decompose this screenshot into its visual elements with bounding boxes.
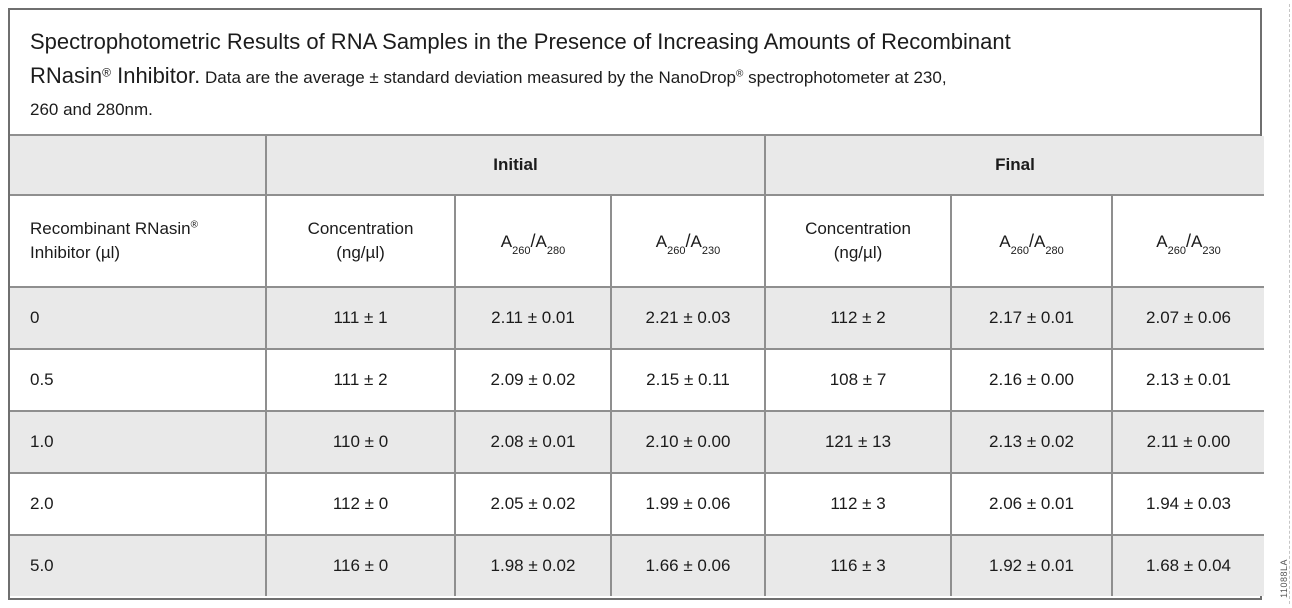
cell-initial-a260-a230: 1.99 ± 0.06 [610,472,766,536]
caption-subtitle-line3: 260 and 280nm. [30,94,1230,126]
table-row: 1.0 110 ± 0 2.08 ± 0.01 2.10 ± 0.00 121 … [9,410,1266,474]
table-row: 5.0 116 ± 0 1.98 ± 0.02 1.66 ± 0.06 116 … [9,534,1266,597]
cell-inhibitor: 0 [9,286,267,350]
cell-initial-a260-a230: 2.21 ± 0.03 [610,286,766,350]
cell-final-a260-a230: 1.68 ± 0.04 [1110,534,1266,597]
inhibitor-header-line1: Recombinant RNasin [30,219,191,238]
figure-frame: Spectrophotometric Results of RNA Sample… [8,8,1266,600]
cell-initial-a260-a230: 2.10 ± 0.00 [610,410,766,474]
results-table: Initial Final Recombinant RNasin® Inhibi… [9,135,1266,597]
column-header-a260-a280-final: A260/A280 [950,194,1113,288]
cell-initial-a260-a280: 1.98 ± 0.02 [454,534,612,597]
cell-inhibitor: 1.0 [9,410,267,474]
cell-final-concentration: 121 ± 13 [764,410,952,474]
inhibitor-header-line2: Inhibitor (µl) [30,243,121,262]
column-header-a260-a230-initial: A260/A230 [610,194,766,288]
cell-final-concentration: 112 ± 2 [764,286,952,350]
caption: Spectrophotometric Results of RNA Sample… [10,10,1260,134]
cell-final-a260-a280: 1.92 ± 0.01 [950,534,1113,597]
caption-subtitle-text: Data are the average ± standard deviatio… [200,68,736,87]
caption-subtitle-text3: 260 and 280nm. [30,100,153,119]
cell-final-a260-a280: 2.06 ± 0.01 [950,472,1113,536]
cell-final-a260-a230: 2.07 ± 0.06 [1110,286,1266,350]
registered-mark: ® [102,65,111,80]
column-header-row: Recombinant RNasin® Inhibitor (µl) Conce… [9,194,1266,288]
cell-inhibitor: 5.0 [9,534,267,597]
table-row: 2.0 112 ± 0 2.05 ± 0.02 1.99 ± 0.06 112 … [9,472,1266,536]
cell-final-a260-a230: 2.13 ± 0.01 [1110,348,1266,412]
column-header-concentration-initial: Concentration (ng/µl) [265,194,456,288]
caption-title-inhibitor: Inhibitor. [110,63,201,88]
caption-title-line2: RNasin® Inhibitor. Data are the average … [30,60,1230,94]
cell-final-concentration: 108 ± 7 [764,348,952,412]
cell-final-a260-a280: 2.17 ± 0.01 [950,286,1113,350]
group-header-final: Final [763,135,1266,196]
table-row: 0 111 ± 1 2.11 ± 0.01 2.21 ± 0.03 112 ± … [9,286,1266,350]
cell-initial-a260-a280: 2.08 ± 0.01 [454,410,612,474]
cell-inhibitor: 2.0 [9,472,267,536]
cell-initial-a260-a280: 2.09 ± 0.02 [454,348,612,412]
caption-title-text: Spectrophotometric Results of RNA Sample… [30,29,1011,54]
column-header-inhibitor: Recombinant RNasin® Inhibitor (µl) [9,194,267,288]
caption-subtitle-text2: spectrophotometer at 230, [743,68,947,87]
table-row: 0.5 111 ± 2 2.09 ± 0.02 2.15 ± 0.11 108 … [9,348,1266,412]
page-edge-dashed-line [1289,4,1290,604]
cell-initial-a260-a280: 2.05 ± 0.02 [454,472,612,536]
cell-final-a260-a230: 1.94 ± 0.03 [1110,472,1266,536]
cell-initial-a260-a280: 2.11 ± 0.01 [454,286,612,350]
registered-mark: ® [735,68,744,80]
group-header-empty-cell [9,135,267,196]
figure-number-label: 11088LA [1279,559,1289,598]
cell-initial-concentration: 110 ± 0 [265,410,456,474]
column-header-concentration-final: Concentration (ng/µl) [764,194,952,288]
cell-initial-concentration: 111 ± 2 [265,348,456,412]
column-header-a260-a230-final: A260/A230 [1110,194,1266,288]
column-header-a260-a280-initial: A260/A280 [454,194,612,288]
caption-title-line1: Spectrophotometric Results of RNA Sample… [30,26,1230,60]
cell-initial-a260-a230: 2.15 ± 0.11 [610,348,766,412]
results-table-wrapper: Initial Final Recombinant RNasin® Inhibi… [9,134,1266,597]
group-header-row: Initial Final [9,135,1266,196]
cell-inhibitor: 0.5 [9,348,267,412]
cell-final-a260-a230: 2.11 ± 0.00 [1110,410,1266,474]
cell-final-a260-a280: 2.13 ± 0.02 [950,410,1113,474]
cell-initial-concentration: 112 ± 0 [265,472,456,536]
group-header-initial: Initial [265,135,766,196]
cell-final-concentration: 116 ± 3 [764,534,952,597]
caption-title-rnasin: RNasin [30,63,103,88]
cell-final-concentration: 112 ± 3 [764,472,952,536]
cell-initial-concentration: 111 ± 1 [265,286,456,350]
cell-final-a260-a280: 2.16 ± 0.00 [950,348,1113,412]
cell-initial-concentration: 116 ± 0 [265,534,456,597]
cell-initial-a260-a230: 1.66 ± 0.06 [610,534,766,597]
registered-mark: ® [190,219,199,231]
